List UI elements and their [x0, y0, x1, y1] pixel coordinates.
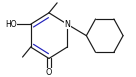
Text: HO: HO — [5, 20, 16, 29]
Text: O: O — [46, 68, 52, 77]
Text: N: N — [64, 20, 70, 29]
